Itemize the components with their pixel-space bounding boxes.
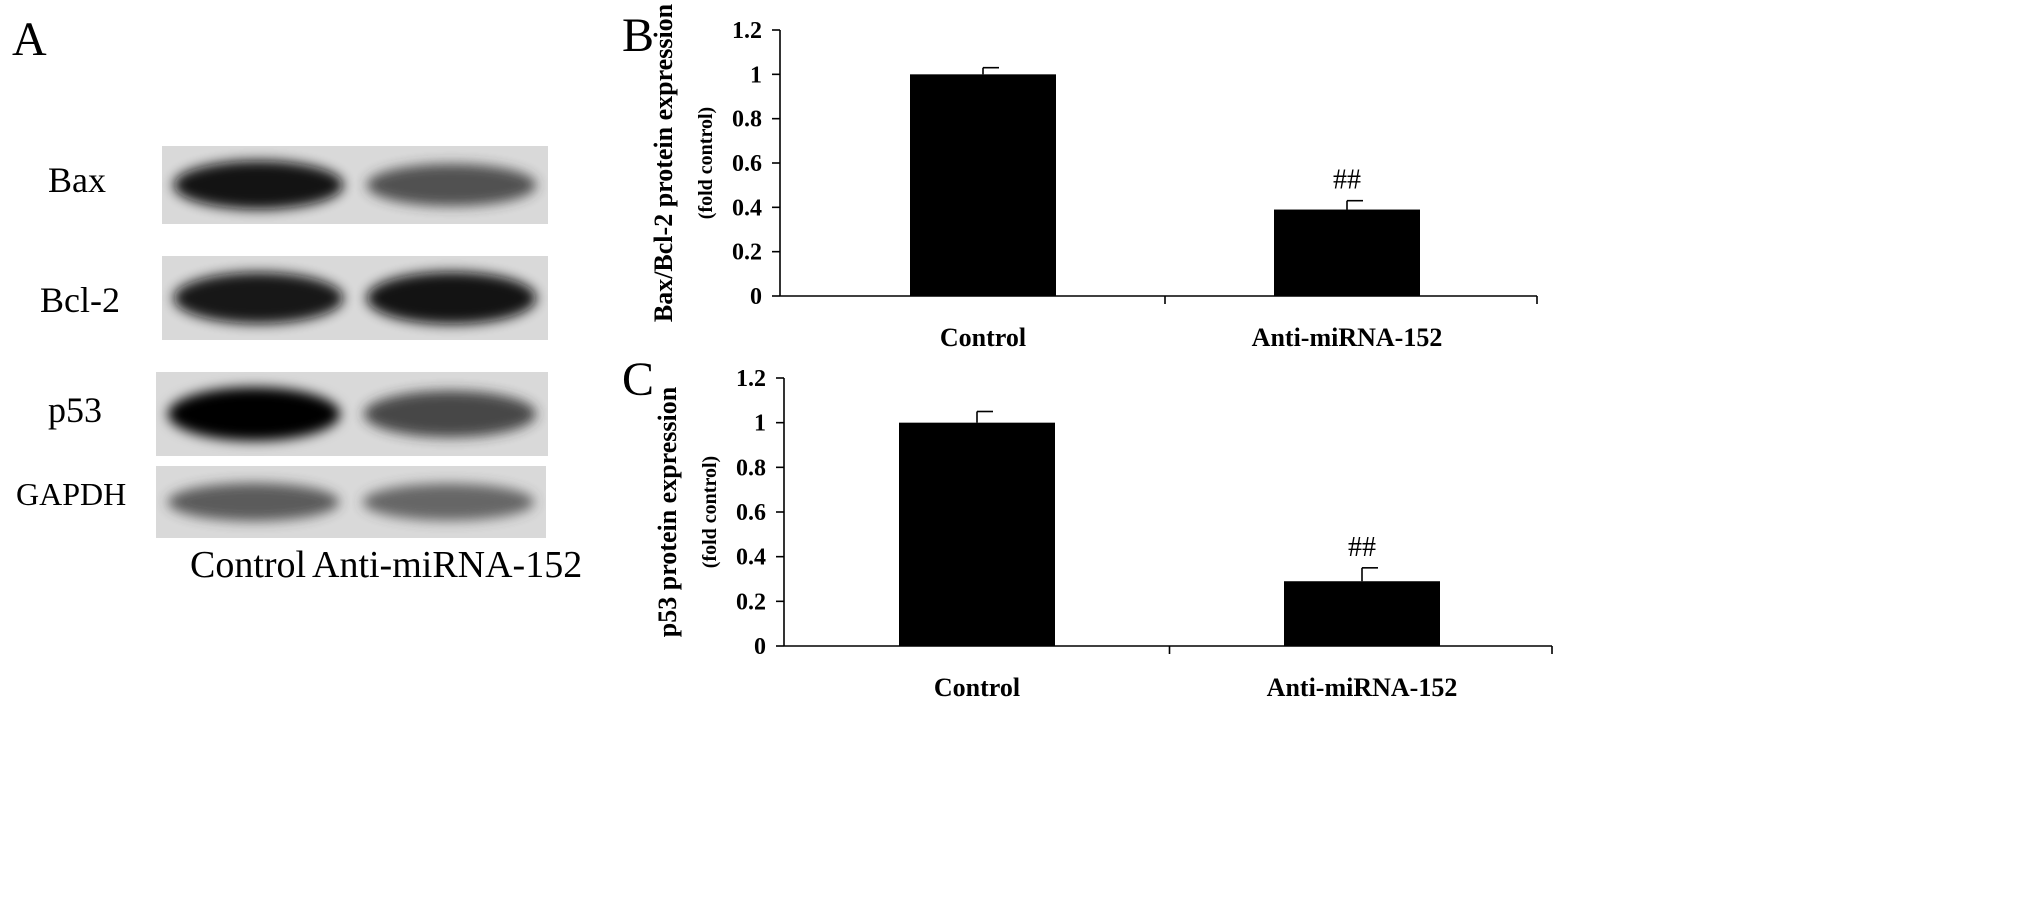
blot-strip-bax [162, 146, 548, 224]
blot-band [167, 387, 341, 441]
lane-label-control: Control [190, 544, 307, 586]
blot-band [363, 390, 537, 438]
y-axis-title: Bax/Bcl-2 protein expression [649, 3, 678, 322]
bar-control [910, 74, 1056, 296]
blot-band [362, 483, 535, 521]
blot-band [173, 160, 344, 210]
y-tick-label: 0.6 [736, 500, 766, 526]
blot-band [366, 163, 537, 207]
blot-strip-p53 [156, 372, 548, 456]
blot-strip-gapdh [156, 466, 546, 538]
chart-c: 0 0.2 0.4 0.6 0.8 1 1.2 Control ## Anti-miRNA-152… [653, 366, 1553, 702]
y-tick-label: 0.2 [736, 589, 766, 615]
y-tick-label: 1 [750, 62, 762, 88]
y-tick-label: 0.8 [736, 455, 766, 481]
y-tick-label: 0.2 [732, 240, 762, 266]
bar-anti-mirna-152 [1284, 581, 1440, 646]
y-axis-title: p53 protein expression [653, 386, 682, 637]
y-tick-label: 1.2 [732, 18, 762, 44]
blot-band [366, 271, 537, 325]
blot-band [173, 272, 344, 324]
y-tick-label: 0.8 [732, 107, 762, 133]
y-tick-label: 1.2 [736, 366, 766, 392]
x-category-label: Control [940, 323, 1026, 352]
y-axis-subtitle: (fold control) [699, 456, 721, 568]
blot-label-gapdh: GAPDH [16, 476, 127, 512]
x-category-label: Anti-miRNA-152 [1252, 323, 1443, 352]
x-category-label: Control [934, 673, 1020, 702]
blot-label-bcl2: Bcl-2 [40, 280, 120, 320]
blot-band [167, 482, 340, 522]
y-tick-label: 0.6 [732, 151, 762, 177]
significance-label: ## [1348, 532, 1376, 563]
y-tick-label: 0 [750, 284, 762, 310]
panel-c-letter: C [622, 353, 655, 406]
panel-b-letter: B [622, 9, 655, 62]
y-tick-label: 0 [754, 634, 766, 660]
y-tick-label: 0.4 [732, 195, 762, 221]
bar-anti-mirna-152 [1274, 209, 1420, 296]
y-tick-label: 0.4 [736, 545, 766, 571]
significance-label: ## [1333, 165, 1361, 196]
panel-a-letter: A [12, 13, 47, 66]
chart-b: 0 0.2 0.4 0.6 0.8 1 1.2 Control ## Anti-miRNA-152… [649, 3, 1538, 352]
x-category-label: Anti-miRNA-152 [1267, 673, 1458, 702]
y-axis-subtitle: (fold control) [695, 107, 717, 219]
bar-control [899, 422, 1055, 646]
blot-label-bax: Bax [48, 160, 106, 200]
blot-strip-bcl2 [162, 256, 548, 340]
blot-label-p53: p53 [48, 390, 102, 430]
lane-label-anti-mirna-152: Anti-miRNA-152 [312, 544, 583, 586]
y-tick-label: 1 [754, 411, 766, 437]
